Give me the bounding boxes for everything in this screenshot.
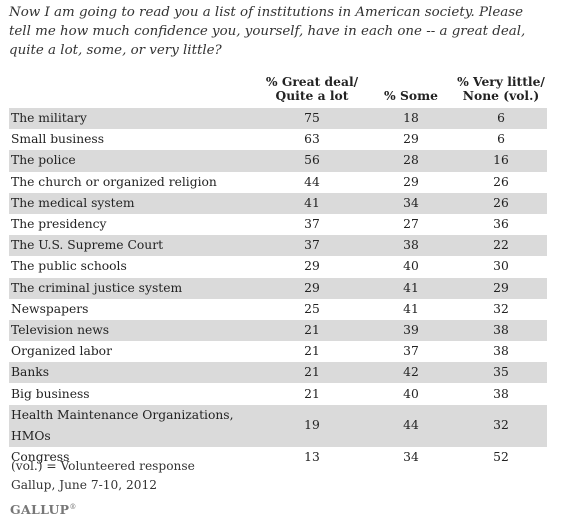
institution-name-cell: Health Maintenance Organizations, HMOs <box>9 404 257 447</box>
very-little-value-cell: 35 <box>455 362 547 384</box>
great-deal-value-cell: 37 <box>257 235 367 257</box>
some-value-cell: 40 <box>403 259 419 274</box>
table-row: The police 56 28 16 <box>9 150 547 172</box>
great-deal-value-cell: 21 <box>257 362 367 384</box>
gallup-logo-text: GALLUP <box>10 502 70 517</box>
institution-name-cell: Newspapers <box>11 301 89 316</box>
table-row: The church or organized religion 44 29 26 <box>9 172 547 193</box>
some-value-cell: 34 <box>367 192 455 214</box>
some-value-cell: 41 <box>403 301 419 316</box>
institution-name-cell: The U.S. Supreme Court <box>9 235 257 257</box>
great-deal-column-header: % Great deal/ Quite a lot <box>257 75 367 108</box>
institution-name-cell: Television news <box>9 319 257 342</box>
table-row: Newspapers 25 41 32 <box>9 299 547 320</box>
some-value-cell: 42 <box>367 362 455 384</box>
great-deal-value-cell: 41 <box>257 192 367 214</box>
very-little-value-cell: 52 <box>493 449 509 464</box>
institution-name-cell: Big business <box>11 386 90 401</box>
institution-name-cell: The criminal justice system <box>9 277 257 299</box>
some-value-cell: 34 <box>403 449 419 464</box>
very-little-column-header: % Very little/ None (vol.) <box>455 75 547 108</box>
survey-question: Now I am going to read you a list of ins… <box>9 5 526 58</box>
very-little-value-cell: 22 <box>455 235 547 257</box>
great-deal-value-cell: 63 <box>304 132 320 147</box>
table-row: Small business 63 29 6 <box>9 129 547 150</box>
great-deal-value-cell: 21 <box>304 386 320 401</box>
very-little-header-line1: % Very little/ <box>457 74 545 89</box>
some-column-header: % Some <box>384 88 438 103</box>
institution-name-cell: Organized labor <box>11 344 112 359</box>
very-little-value-cell: 32 <box>493 301 509 316</box>
institution-name-cell: Banks <box>9 362 257 384</box>
great-deal-value-cell: 75 <box>257 108 367 130</box>
table-row: Banks 21 42 35 <box>9 362 547 384</box>
great-deal-value-cell: 13 <box>304 449 320 464</box>
some-value-cell: 18 <box>367 108 455 130</box>
table-row: Congress 13 34 52 <box>9 447 547 468</box>
some-value-cell: 41 <box>367 277 455 299</box>
great-deal-header-line2: Quite a lot <box>275 88 349 103</box>
very-little-value-cell: 36 <box>493 217 509 232</box>
table-row: The public schools 29 40 30 <box>9 256 547 277</box>
some-value-cell: 39 <box>367 319 455 342</box>
some-value-cell: 28 <box>367 150 455 172</box>
registered-mark: ® <box>69 503 77 511</box>
great-deal-value-cell: 44 <box>304 174 320 189</box>
table-row: Health Maintenance Organizations, HMOs 19… <box>9 404 547 447</box>
some-value-cell: 37 <box>403 344 419 359</box>
very-little-value-cell: 38 <box>493 344 509 359</box>
footnote: (vol.) = Volunteered response Gallup, Ju… <box>11 457 195 495</box>
institution-column-header <box>9 75 257 108</box>
table-row: The presidency 37 27 36 <box>9 214 547 235</box>
volunteered-note: (vol.) = Volunteered response <box>11 459 195 473</box>
institution-name-cell: The military <box>9 108 257 130</box>
great-deal-value-cell: 25 <box>304 301 320 316</box>
very-little-value-cell: 38 <box>455 319 547 342</box>
great-deal-value-cell: 21 <box>257 319 367 342</box>
very-little-value-cell: 6 <box>497 132 505 147</box>
very-little-value-cell: 32 <box>455 404 547 447</box>
very-little-value-cell: 29 <box>455 277 547 299</box>
some-value-cell: 40 <box>403 386 419 401</box>
institution-name-cell: The presidency <box>11 217 107 232</box>
confidence-table: % Great deal/ Quite a lot % Some % Very … <box>9 75 547 468</box>
institution-name-cell: The public schools <box>11 259 127 274</box>
table-row: Big business 21 40 38 <box>9 383 547 404</box>
some-value-cell: 38 <box>367 235 455 257</box>
very-little-value-cell: 30 <box>493 259 509 274</box>
great-deal-value-cell: 29 <box>304 259 320 274</box>
very-little-value-cell: 26 <box>493 174 509 189</box>
very-little-header-line2: None (vol.) <box>462 88 540 103</box>
table-header-row: % Great deal/ Quite a lot % Some % Very … <box>9 75 547 108</box>
gallup-logo: GALLUP® <box>10 502 77 517</box>
very-little-value-cell: 26 <box>455 192 547 214</box>
table-row: The military 75 18 6 <box>9 108 547 130</box>
great-deal-value-cell: 37 <box>304 217 320 232</box>
some-value-cell: 29 <box>403 174 419 189</box>
table-body: The military 75 18 6 Small business 63 29 6 The … <box>9 108 547 468</box>
institution-name-cell: Congress <box>11 449 70 464</box>
institution-name-cell: The police <box>9 150 257 172</box>
great-deal-value-cell: 21 <box>304 344 320 359</box>
great-deal-value-cell: 29 <box>257 277 367 299</box>
table-row: The medical system 41 34 26 <box>9 192 547 214</box>
great-deal-value-cell: 19 <box>257 404 367 447</box>
great-deal-header-line1: % Great deal/ <box>265 74 359 89</box>
table-row: Organized labor 21 37 38 <box>9 341 547 362</box>
great-deal-value-cell: 56 <box>257 150 367 172</box>
very-little-value-cell: 16 <box>455 150 547 172</box>
very-little-value-cell: 6 <box>455 108 547 130</box>
table-row: The criminal justice system 29 41 29 <box>9 277 547 299</box>
institution-name-cell: The church or organized religion <box>11 174 217 189</box>
some-value-cell: 44 <box>367 404 455 447</box>
table-row: Television news 21 39 38 <box>9 319 547 342</box>
very-little-value-cell: 38 <box>493 386 509 401</box>
institution-name-cell: Small business <box>11 132 105 147</box>
some-value-cell: 27 <box>403 217 419 232</box>
source-note: Gallup, June 7-10, 2012 <box>11 478 158 492</box>
institution-name-cell: The medical system <box>9 192 257 214</box>
table-row: The U.S. Supreme Court 37 38 22 <box>9 235 547 257</box>
some-value-cell: 29 <box>403 132 419 147</box>
